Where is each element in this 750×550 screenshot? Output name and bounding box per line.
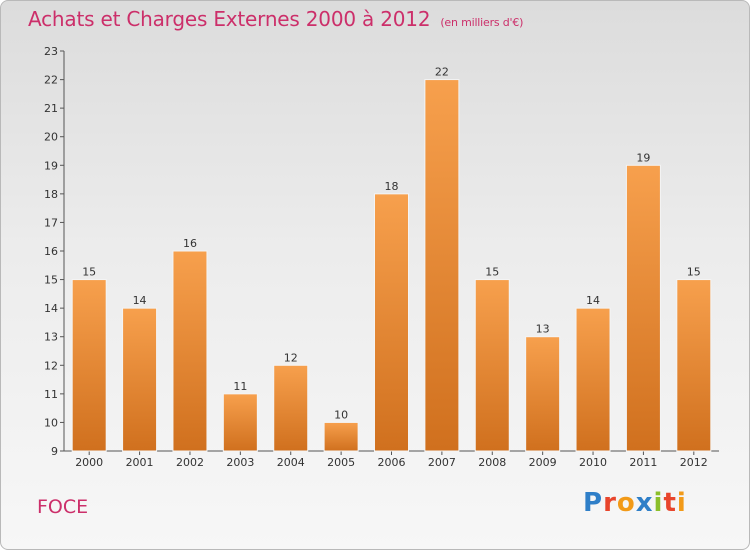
y-tick-label: 21 — [44, 102, 58, 115]
bar — [575, 307, 611, 452]
data-label: 18 — [385, 180, 399, 193]
x-tick-label: 2000 — [75, 456, 103, 469]
data-label: 15 — [687, 266, 701, 279]
data-label: 14 — [586, 294, 600, 307]
data-label: 12 — [284, 351, 298, 364]
chart-title: Achats et Charges Externes 2000 à 2012 (e… — [28, 7, 523, 31]
chart-subtitle: (en milliers d'€) — [440, 16, 524, 29]
bar — [374, 193, 409, 452]
bar — [323, 421, 359, 452]
x-tick-label: 2006 — [378, 456, 406, 469]
data-label: 14 — [133, 294, 147, 307]
axes: 9 10 11 12 13 14 15 16 17 18 19 20 21 22 23 — [44, 45, 719, 458]
bar — [222, 393, 258, 452]
logo-letter: t — [663, 488, 677, 518]
logo-letter: x — [635, 488, 654, 518]
title-text: Achats et Charges Externes 2000 à 2012 — [28, 7, 431, 31]
x-tick-label: 2012 — [680, 456, 708, 469]
data-label: 10 — [334, 408, 348, 421]
bars — [71, 79, 712, 452]
logo-letter: r — [603, 488, 617, 518]
bar — [474, 279, 510, 452]
y-tick-label: 19 — [44, 159, 58, 172]
bar — [525, 336, 561, 452]
y-tick-label: 13 — [44, 331, 58, 344]
data-label: 11 — [233, 380, 247, 393]
y-tick-label: 16 — [44, 245, 58, 258]
y-tick-label: 17 — [44, 216, 58, 229]
data-label: 19 — [636, 151, 650, 164]
proxiti-logo[interactable]: Proxiti — [583, 488, 687, 518]
x-tick-label: 2001 — [126, 456, 154, 469]
bar — [625, 164, 661, 452]
y-tick-label: 20 — [44, 131, 58, 144]
labels: 2000 15 2001 14 2002 16 2003 11 2004 12 2005 10 2006… — [75, 66, 708, 469]
y-tick-label: 15 — [44, 274, 58, 287]
data-label: 13 — [536, 323, 550, 336]
data-label: 15 — [82, 266, 96, 279]
y-tick-label: 10 — [44, 416, 58, 429]
bar — [172, 250, 208, 452]
y-tick-label: 14 — [44, 302, 58, 315]
logo-letter: o — [616, 488, 636, 518]
x-tick-label: 2008 — [478, 456, 506, 469]
x-tick-label: 2009 — [529, 456, 557, 469]
bar — [71, 279, 107, 452]
bar — [424, 79, 460, 452]
x-tick-label: 2011 — [629, 456, 657, 469]
x-tick-label: 2004 — [277, 456, 305, 469]
x-tick-label: 2005 — [327, 456, 355, 469]
data-label: 15 — [485, 266, 499, 279]
x-tick-label: 2007 — [428, 456, 456, 469]
bar — [122, 307, 158, 452]
x-tick-label: 2010 — [579, 456, 607, 469]
x-tick-label: 2003 — [226, 456, 254, 469]
data-label: 16 — [183, 237, 197, 250]
data-label: 22 — [435, 66, 449, 79]
y-tick-label: 23 — [44, 45, 58, 58]
place-name: FOCE — [37, 496, 89, 518]
x-tick-label: 2002 — [176, 456, 204, 469]
y-tick-label: 9 — [51, 445, 58, 458]
logo-letter: i — [676, 488, 687, 518]
y-tick-label: 18 — [44, 188, 58, 201]
logo-letter: i — [653, 488, 664, 518]
y-tick-label: 22 — [44, 74, 58, 87]
y-tick-label: 12 — [44, 359, 58, 372]
bar — [676, 279, 712, 452]
bar — [273, 364, 309, 452]
y-tick-label: 11 — [44, 388, 58, 401]
logo-letter: P — [583, 488, 604, 518]
